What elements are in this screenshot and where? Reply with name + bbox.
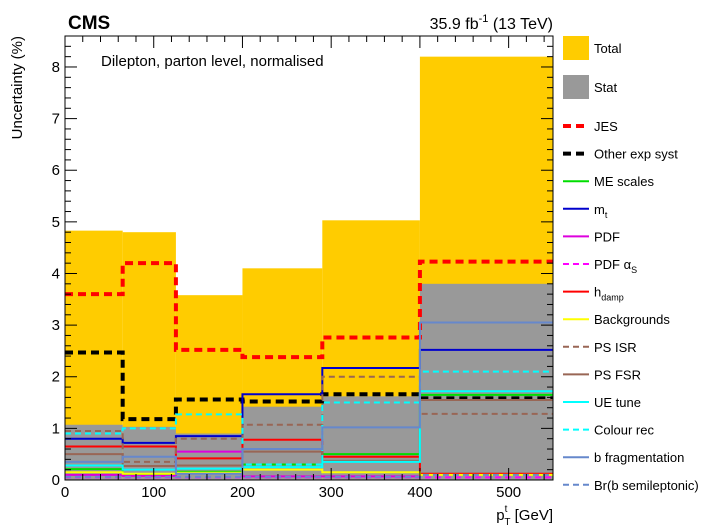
y-tick-label: 3 (52, 317, 60, 334)
y-tick-label: 0 (52, 472, 60, 489)
x-axis-title: pt T [GeV] (496, 504, 553, 527)
legend-label-pdf: PDF (594, 229, 620, 244)
legend-label-ps-fsr: PS FSR (594, 367, 641, 382)
y-tick-label: 4 (52, 265, 60, 282)
y-axis-title: Uncertainty (%) (9, 36, 26, 139)
x-tick-label: 300 (319, 484, 344, 501)
x-axis-title-sub: T (504, 517, 510, 527)
axis-ticks (64, 35, 553, 481)
legend-label-backgrounds: Backgrounds (594, 312, 670, 327)
luminosity-label: 35.9 fb-1 (13 TeV) (430, 13, 553, 33)
y-tick-labels: 0 1 2 3 4 5 6 7 8 (52, 59, 60, 489)
x-tick-labels: 0 100 200 300 400 500 (61, 484, 521, 501)
legend-label-other-exp-syst: Other exp syst (594, 147, 678, 162)
y-tick-label: 2 (52, 369, 60, 386)
legend-label-br-b-semileptonic: Br(b semileptonic) (594, 478, 699, 493)
plot-frame (64, 35, 554, 481)
x-axis-title-sup: t (505, 504, 508, 515)
stat-bar-0 (65, 424, 123, 480)
lumi-value: 35.9 fb (430, 16, 479, 33)
y-tick-label: 8 (52, 59, 60, 76)
legend-label-jes: JES (594, 119, 618, 134)
y-tick-label: 5 (52, 214, 60, 231)
stat-bar-4 (322, 396, 420, 480)
b-fragmentation-line (65, 321, 553, 475)
stat-bar-1 (122, 426, 176, 480)
legend-swatch-stat (563, 75, 589, 99)
legend-label-ps-isr: PS ISR (594, 340, 637, 355)
legend-label-me-scales: ME scales (594, 174, 654, 189)
x-tick-label: 0 (61, 484, 69, 501)
legend: Total Stat JES Other exp syst ME scales mt PDF… (563, 36, 699, 493)
x-tick-label: 500 (496, 484, 521, 501)
y-tick-label: 7 (52, 111, 60, 128)
plot-label: Dilepton, parton level, normalised (101, 53, 324, 70)
experiment-label: CMS (68, 13, 110, 34)
legend-label-pdf-alphas: PDF αS (594, 257, 637, 275)
legend-label-stat: Stat (594, 80, 618, 95)
filled-histograms (65, 56, 553, 481)
x-tick-label: 100 (141, 484, 166, 501)
legend-label-mt: mt (594, 202, 608, 220)
lumi-exponent: -1 (479, 13, 489, 25)
x-axis-title-p: p (496, 507, 504, 524)
legend-swatch-total (563, 36, 589, 60)
legend-label-colour-rec: Colour rec (594, 423, 654, 438)
legend-label-hdamp: hdamp (594, 285, 624, 303)
y-tick-label: 1 (52, 420, 60, 437)
legend-label-ue-tune: UE tune (594, 395, 641, 410)
legend-label-total: Total (594, 41, 622, 56)
x-axis-title-unit: [GeV] (510, 507, 553, 524)
legend-label-b-fragmentation: b fragmentation (594, 450, 684, 465)
x-tick-label: 400 (407, 484, 432, 501)
y-tick-label: 6 (52, 162, 60, 179)
energy-label: (13 TeV) (488, 16, 553, 33)
stat-bar-5 (419, 283, 553, 480)
x-tick-label: 200 (230, 484, 255, 501)
